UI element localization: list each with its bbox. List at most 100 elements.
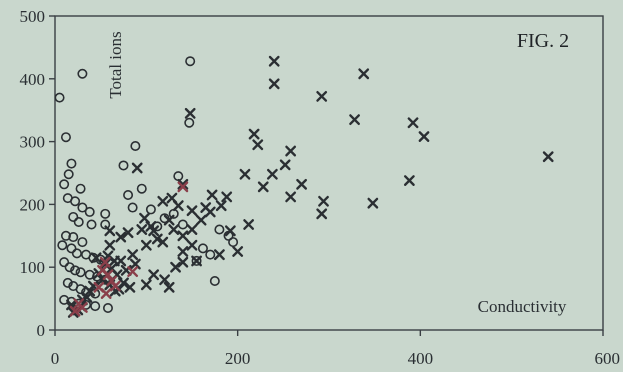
y-axis-label: Total ions <box>106 31 125 98</box>
data-point-circle <box>66 158 77 169</box>
data-point-circle <box>60 132 71 143</box>
y-tick-label: 0 <box>37 321 46 340</box>
data-point-cross <box>195 214 207 226</box>
data-point-cross <box>204 206 216 218</box>
data-point-cross <box>296 178 307 190</box>
data-point-cross <box>172 200 184 212</box>
data-point-circle <box>77 237 88 248</box>
data-point-circle <box>205 249 216 260</box>
data-point-cross <box>279 159 291 171</box>
data-point-circle <box>54 92 65 103</box>
data-point-circle <box>100 219 111 230</box>
data-point-cross <box>151 233 163 245</box>
data-point-cross <box>542 151 554 163</box>
data-point-cross <box>157 236 169 248</box>
data-point-circle <box>214 224 225 235</box>
data-point-circle <box>185 56 196 67</box>
data-point-cross <box>109 280 121 292</box>
data-point-cross <box>139 212 150 224</box>
data-point-cross <box>102 250 114 262</box>
y-tick-label: 500 <box>20 7 46 26</box>
data-point-circle <box>118 160 129 171</box>
data-point-cross <box>170 261 181 273</box>
data-point-cross <box>168 224 180 235</box>
data-point-cross <box>252 139 264 151</box>
data-point-cross <box>148 269 160 281</box>
data-point-cross <box>248 128 260 140</box>
data-point-circle <box>75 183 86 194</box>
data-point-cross <box>115 231 127 243</box>
data-point-cross <box>349 114 360 126</box>
data-point-cross <box>316 90 328 102</box>
data-point-cross <box>131 162 143 174</box>
data-point-cross <box>129 258 141 270</box>
data-point-cross <box>407 117 419 129</box>
data-point-circle <box>60 230 71 241</box>
figure-title: FIG. 2 <box>517 30 569 52</box>
data-point-circle <box>68 232 79 243</box>
data-point-cross <box>177 181 189 193</box>
data-point-circle <box>75 284 86 295</box>
data-point-cross <box>177 256 189 268</box>
data-point-circle <box>59 179 70 190</box>
data-point-cross <box>243 219 255 230</box>
data-point-circle <box>75 267 86 278</box>
x-tick-label: 400 <box>408 349 434 368</box>
data-point-cross <box>184 107 196 119</box>
data-point-cross <box>104 225 116 237</box>
data-point-cross <box>285 145 297 157</box>
data-point-circle <box>68 211 79 222</box>
data-point-cross <box>285 191 297 203</box>
data-point-cross <box>157 195 169 207</box>
data-point-cross <box>224 225 236 237</box>
data-point-cross <box>163 214 175 226</box>
data-point-circle <box>66 243 77 254</box>
data-point-cross <box>186 239 198 251</box>
data-point-cross <box>316 208 328 220</box>
data-point-circle <box>228 237 239 248</box>
data-point-circle <box>73 216 84 227</box>
data-point-cross <box>177 230 189 242</box>
y-tick-label: 200 <box>20 195 46 214</box>
data-point-cross <box>76 301 88 313</box>
data-point-cross <box>318 195 329 207</box>
data-point-cross <box>118 277 129 289</box>
data-point-cross <box>69 305 81 317</box>
data-point-cross <box>268 78 280 90</box>
data-point-cross <box>177 178 189 190</box>
scatter-points <box>54 55 554 318</box>
data-point-circle <box>86 219 97 230</box>
data-point-cross <box>127 249 139 261</box>
data-point-cross <box>232 246 244 257</box>
data-point-circle <box>197 243 208 254</box>
data-point-cross <box>191 255 202 267</box>
data-point-cross <box>206 189 218 201</box>
data-point-circle <box>127 202 138 213</box>
data-point-circle <box>71 248 82 259</box>
data-point-cross <box>367 197 379 209</box>
x-axis-label: Conductivity <box>478 297 567 316</box>
data-point-circle <box>84 206 95 217</box>
y-axis: 0 100 200 300 400 500 <box>20 7 55 340</box>
data-point-cross <box>177 246 189 257</box>
x-tick-label: 200 <box>225 349 251 368</box>
data-point-cross <box>239 168 251 180</box>
x-axis: 0 200 400 600 <box>51 330 620 368</box>
data-point-cross <box>99 258 111 270</box>
data-point-cross <box>122 227 134 239</box>
data-point-cross <box>104 239 116 251</box>
data-point-circle <box>63 169 74 180</box>
data-point-circle <box>90 301 101 312</box>
data-point-circle <box>62 277 73 288</box>
data-point-cross <box>257 181 269 193</box>
data-point-cross <box>84 285 96 297</box>
data-point-cross <box>215 200 227 212</box>
data-point-cross <box>99 256 111 268</box>
data-point-cross <box>90 252 102 264</box>
y-tick-label: 100 <box>20 258 46 277</box>
data-point-cross <box>124 281 136 293</box>
data-point-cross <box>358 68 370 80</box>
data-point-cross <box>159 274 171 286</box>
